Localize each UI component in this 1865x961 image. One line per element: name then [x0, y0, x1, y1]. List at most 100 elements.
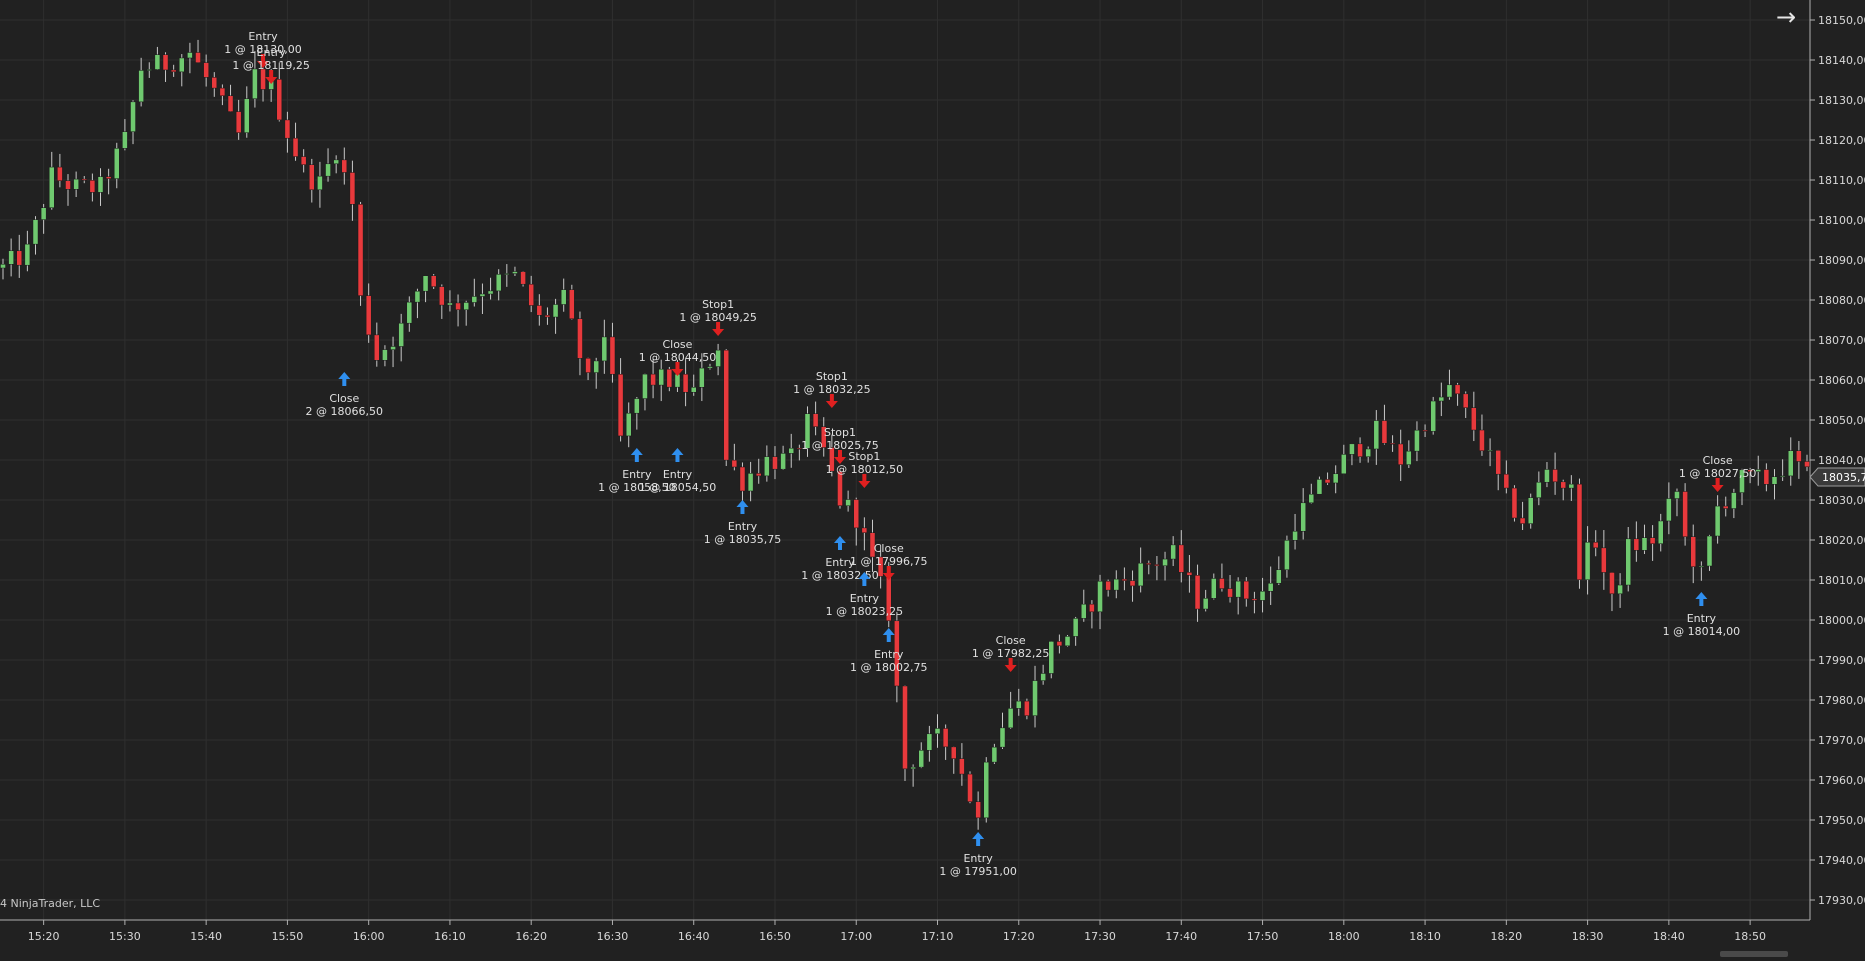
candle-body	[772, 456, 778, 470]
candle-body	[967, 773, 973, 802]
candle-body	[552, 304, 559, 318]
candle	[1186, 554, 1193, 593]
candle-body	[374, 334, 380, 361]
candle	[73, 171, 79, 198]
candle	[1698, 561, 1705, 581]
candle-body	[829, 447, 835, 472]
candle	[1519, 501, 1526, 530]
y-tick-label: 18020,00	[1818, 534, 1865, 547]
candle	[1040, 664, 1046, 685]
candle	[837, 470, 843, 509]
candle	[211, 72, 218, 97]
candle-body	[1787, 450, 1794, 477]
candle	[24, 230, 31, 272]
x-tick-label: 17:50	[1247, 930, 1279, 943]
candle	[690, 374, 697, 396]
candle-body	[406, 301, 413, 324]
candle	[723, 348, 730, 466]
candle-body	[1666, 498, 1672, 522]
candle-body	[1633, 538, 1640, 551]
candle-body	[487, 290, 494, 295]
candle	[1170, 536, 1176, 567]
candle-body	[1308, 493, 1315, 504]
candle-body	[739, 466, 746, 492]
candle	[715, 343, 721, 376]
candle-body	[910, 766, 916, 770]
candle	[170, 64, 177, 77]
candle	[1674, 488, 1680, 517]
candle	[113, 142, 120, 189]
candle	[57, 153, 63, 188]
candle	[1479, 414, 1485, 456]
candle	[1154, 556, 1160, 581]
candle-body	[1341, 454, 1347, 475]
candle-body	[292, 137, 299, 157]
candle-body	[1105, 580, 1111, 591]
candle	[820, 417, 827, 457]
candle-body	[634, 398, 640, 414]
candle	[40, 203, 47, 234]
candle	[625, 402, 632, 448]
candle	[1332, 465, 1339, 494]
candle-body	[959, 758, 965, 775]
candle-body	[1243, 580, 1250, 600]
candle-body	[1527, 497, 1534, 524]
candle-body	[309, 164, 315, 191]
candle	[617, 358, 624, 442]
sell-arrow-icon	[833, 450, 846, 464]
candle-body	[1698, 565, 1705, 568]
candle	[1162, 551, 1168, 581]
candle	[276, 62, 283, 122]
candle-body	[1649, 537, 1656, 544]
candle	[1438, 382, 1445, 417]
candle	[1024, 698, 1030, 720]
candle	[1121, 567, 1128, 591]
candle	[390, 336, 396, 368]
candle-body	[1657, 520, 1664, 544]
y-tick-label: 18030,00	[1818, 494, 1865, 507]
candle-body	[512, 271, 518, 274]
candle	[934, 714, 941, 748]
trade-price-text: 1 @ 18025,75	[801, 439, 878, 452]
candle-body	[723, 349, 730, 461]
candle	[959, 743, 965, 786]
y-tick-label: 18110,00	[1818, 174, 1865, 187]
candle-body	[950, 746, 957, 759]
candle-body	[1796, 450, 1802, 462]
candle-body	[902, 685, 908, 770]
candle	[1243, 577, 1250, 607]
sell-arrow-icon	[671, 362, 684, 376]
horizontal-scrollbar[interactable]	[1720, 951, 1788, 957]
candle	[32, 216, 39, 255]
candle-body	[650, 373, 656, 386]
candle	[731, 443, 738, 471]
candle	[374, 322, 380, 367]
trade-price-text: 1 @ 18035,75	[704, 533, 781, 546]
candle	[365, 283, 372, 343]
candle-body	[853, 499, 860, 529]
candle-body	[1471, 407, 1477, 431]
candle-body	[1251, 598, 1258, 601]
trade-label: Close	[996, 634, 1026, 647]
candle-body	[1170, 544, 1176, 560]
trade-price-text: 1 @ 18014,00	[1663, 625, 1740, 638]
x-tick-label: 15:20	[28, 930, 60, 943]
candle-body	[1007, 708, 1014, 729]
candle	[1341, 444, 1347, 475]
candle	[1454, 382, 1461, 406]
scroll-to-latest-icon[interactable]: →	[1775, 3, 1797, 31]
candle-body	[1609, 572, 1615, 595]
trade-price-text: 2 @ 18066,50	[306, 405, 383, 418]
x-tick-label: 18:40	[1653, 930, 1685, 943]
candle	[65, 174, 71, 206]
candle-body	[1446, 384, 1453, 398]
candle	[536, 294, 543, 326]
trade-label: Entry	[728, 520, 758, 533]
candle-body	[1235, 580, 1241, 598]
candle-body	[1487, 450, 1493, 452]
sell-arrow-icon	[1004, 658, 1017, 672]
